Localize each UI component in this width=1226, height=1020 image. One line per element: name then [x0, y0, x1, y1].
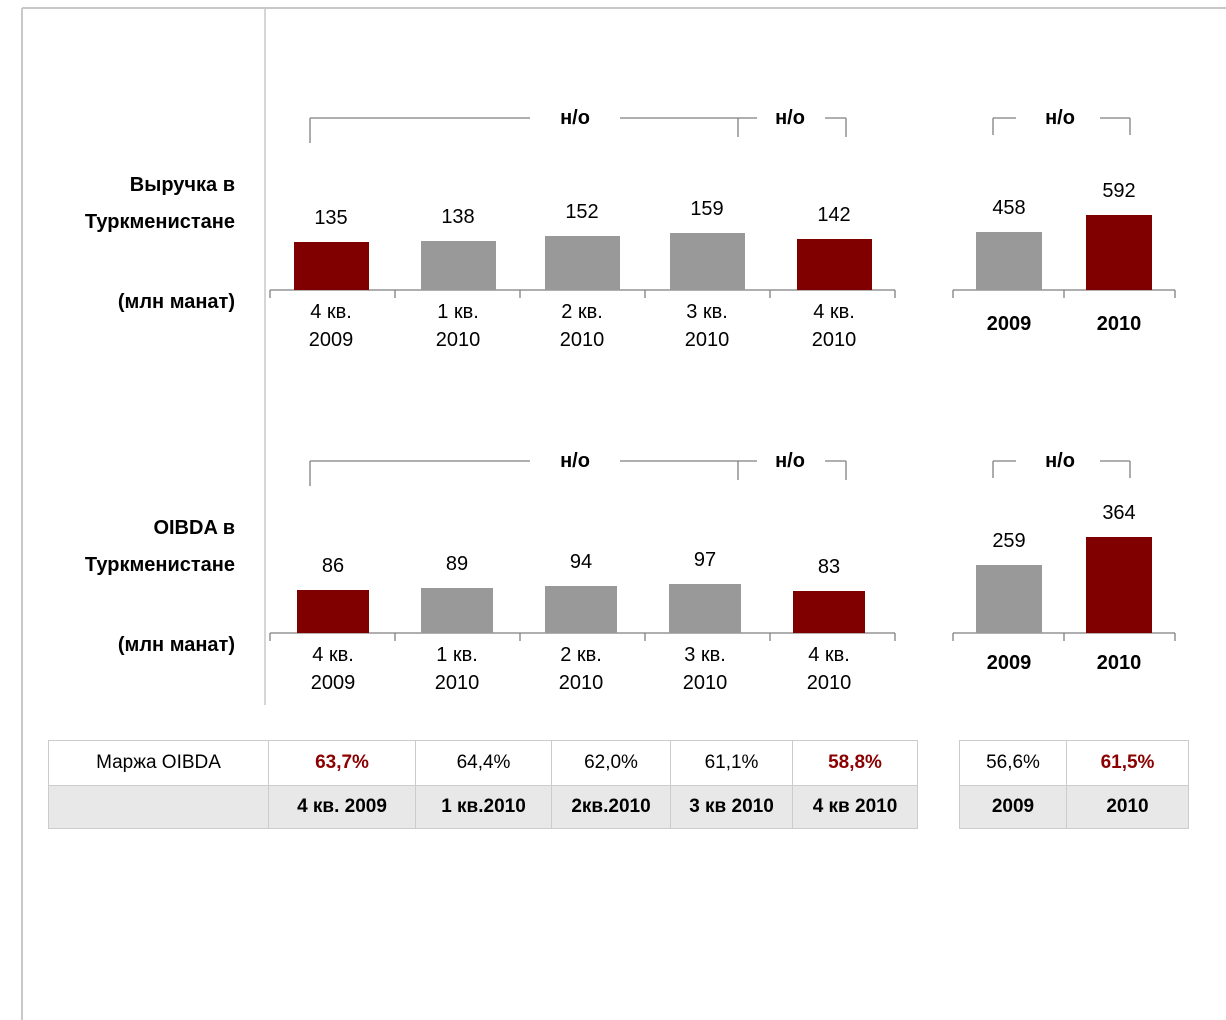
category-label: 1 кв. 2010 [435, 301, 481, 351]
value-label: 152 [565, 200, 599, 223]
annotation: н/о [560, 450, 590, 472]
category-label: 2010 [1096, 313, 1142, 335]
row-title: OIBDA в Туркменистане [84, 517, 235, 576]
value-label: 86 [321, 554, 345, 577]
row-unit: (млн манат) [117, 291, 235, 313]
margin-value: 62,0% [551, 740, 671, 786]
bar [297, 589, 369, 633]
value-label: 159 [690, 198, 724, 220]
value-label: 364 [1102, 502, 1136, 524]
column-label: 2кв.2010 [551, 785, 671, 829]
value-label: 592 [1102, 180, 1136, 202]
bar [420, 240, 496, 290]
category-label: 2009 [986, 652, 1032, 674]
bar [421, 588, 493, 633]
margin-value: 56,6% [959, 740, 1067, 786]
annotation: н/о [1045, 450, 1075, 472]
category-label: 2009 [986, 313, 1032, 335]
annotation: н/о [560, 107, 590, 129]
annotation: н/о [1045, 107, 1075, 129]
value-label: 142 [817, 204, 851, 227]
category-label: 4 кв. 2010 [811, 301, 857, 351]
bar [293, 241, 369, 290]
value-label: 138 [441, 205, 475, 228]
value-label: 135 [314, 206, 348, 229]
bar [793, 591, 865, 633]
column-label: 4 кв 2010 [792, 785, 918, 829]
table-blank [48, 785, 269, 829]
column-label: 2010 [1066, 785, 1189, 829]
bar [1086, 215, 1152, 290]
column-label: 3 кв 2010 [670, 785, 793, 829]
margin-value: 63,7% [268, 740, 416, 786]
bar [669, 584, 741, 633]
margin-value: 64,4% [415, 740, 552, 786]
category-label: 2 кв. 2010 [558, 644, 604, 694]
bar [669, 233, 745, 290]
value-label: 94 [569, 550, 593, 573]
bar [544, 235, 620, 290]
bar [796, 239, 872, 290]
column-label: 1 кв.2010 [415, 785, 552, 829]
annotation: н/о [775, 450, 805, 472]
category-label: 2 кв. 2010 [559, 301, 605, 351]
category-label: 4 кв. 2009 [310, 644, 356, 694]
margin-value: 61,5% [1066, 740, 1189, 786]
row-title: Выручка в Туркменистане [84, 174, 235, 233]
value-label: 97 [693, 549, 717, 571]
margin-value: 61,1% [670, 740, 793, 786]
bar [976, 564, 1042, 633]
category-label: 4 кв. 2010 [806, 644, 852, 694]
bar [1086, 537, 1152, 633]
table-row-label: Маржа OIBDA [48, 740, 269, 786]
bar [976, 231, 1042, 290]
column-label: 2009 [959, 785, 1067, 829]
value-label: 458 [992, 196, 1026, 219]
value-label: 89 [445, 553, 469, 576]
category-label: 1 кв. 2010 [434, 644, 480, 694]
row-unit: (млн манат) [117, 634, 235, 656]
value-label: 83 [817, 556, 841, 579]
category-label: 2010 [1096, 652, 1142, 674]
value-label: 259 [992, 529, 1026, 552]
bar [545, 585, 617, 633]
category-label: 4 кв. 2009 [308, 301, 354, 351]
annotation: н/о [775, 107, 805, 129]
category-label: 3 кв. 2010 [684, 301, 730, 351]
category-label: 3 кв. 2010 [682, 644, 728, 694]
column-label: 4 кв. 2009 [268, 785, 416, 829]
margin-value: 58,8% [792, 740, 918, 786]
